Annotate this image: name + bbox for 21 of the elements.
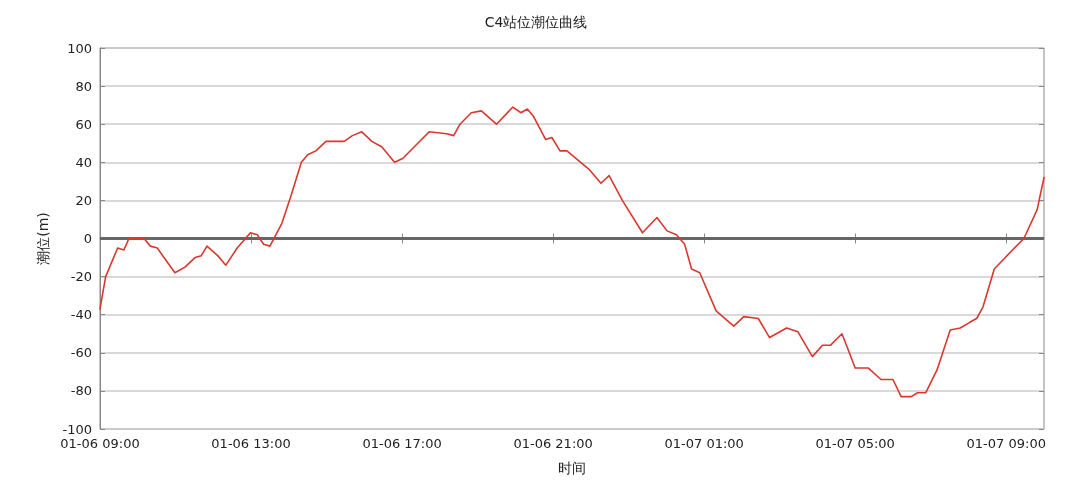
x-axis-title: 时间 [558, 460, 586, 476]
y-tick-label: 0 [83, 231, 92, 246]
y-tick-label: 60 [75, 116, 92, 132]
x-tick-label: 01-07 05:00 [815, 436, 895, 451]
y-tick-label: 100 [67, 40, 92, 56]
y-tick-label: -60 [70, 345, 92, 361]
x-tick-label: 01-07 09:00 [966, 436, 1046, 451]
y-tick-label: 40 [75, 154, 92, 170]
x-tick-label: 01-07 01:00 [664, 436, 744, 451]
x-tick-label: 01-06 21:00 [513, 436, 593, 451]
y-tick-label: -80 [70, 383, 92, 399]
y-tick-label: 20 [75, 192, 92, 208]
y-axis-title: 潮位(m) [35, 212, 51, 265]
y-tick-label: -20 [70, 269, 92, 285]
x-tick-label: 01-06 13:00 [211, 436, 291, 451]
x-tick-label: 01-06 09:00 [60, 436, 140, 451]
y-tick-label: -40 [70, 307, 92, 323]
x-tick-label: 01-06 17:00 [362, 436, 442, 451]
y-tick-label: -100 [62, 421, 92, 437]
chart-title: C4站位潮位曲线 [484, 14, 588, 30]
y-tick-label: 80 [75, 78, 92, 94]
